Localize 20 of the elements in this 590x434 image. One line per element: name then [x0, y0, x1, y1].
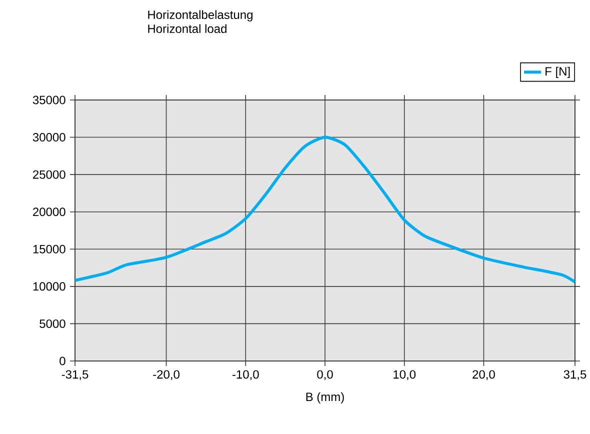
x-tick-label: 31,5	[564, 370, 586, 380]
y-tick-label: 20000	[33, 208, 66, 216]
y-tick-label: 5000	[40, 319, 66, 328]
y-tick-label: 10000	[33, 282, 66, 291]
x-tick-label: 10,0	[394, 370, 416, 380]
x-tick-label: -10,0	[232, 370, 259, 380]
y-tick-label: 35000	[32, 96, 66, 104]
y-tick-label: 15000	[33, 244, 66, 254]
y-tick-label: 30000	[32, 133, 66, 142]
y-tick-label: 0	[60, 356, 66, 366]
chart-subtitle: Horizontal load	[148, 24, 226, 33]
y-tick-label: 25000	[33, 170, 66, 179]
line-series	[75, 136, 575, 284]
chart-title: Horizontalbelastung	[148, 10, 252, 22]
x-tick-label: -20,0	[153, 370, 180, 380]
x-tick-label: -31,5	[62, 370, 88, 380]
x-tick-label: 0,0	[317, 370, 333, 380]
legend-label: F [N]	[546, 66, 570, 78]
x-axis-title: B (mm)	[306, 392, 344, 404]
x-tick-label: 20,0	[472, 370, 495, 380]
